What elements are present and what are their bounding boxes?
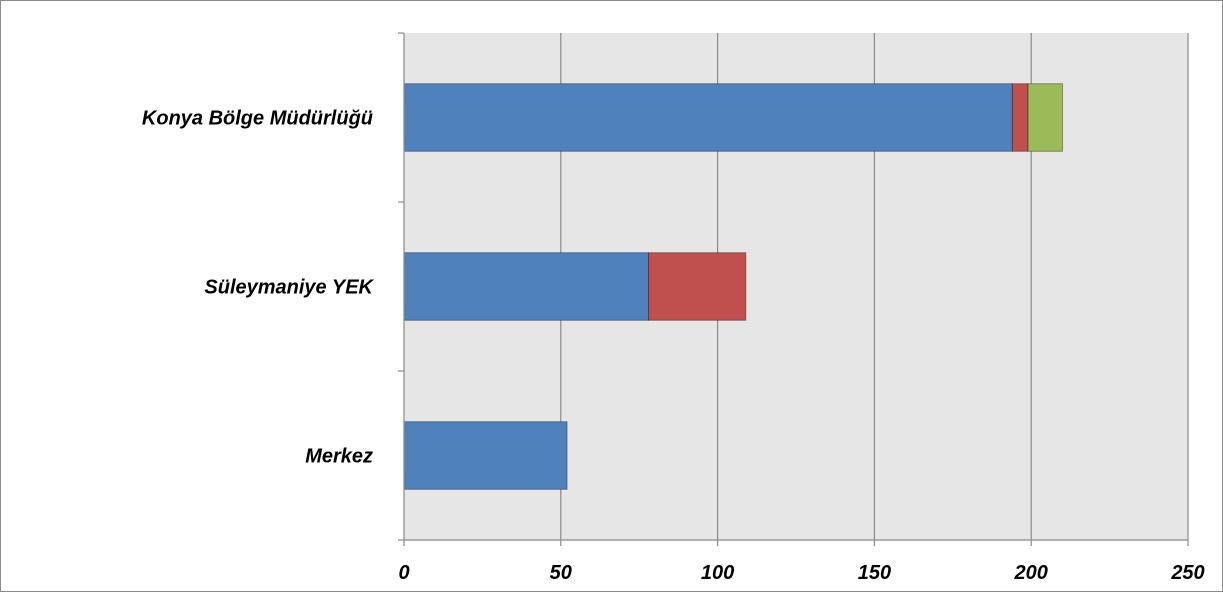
category-label: Süleymaniye YEK	[204, 277, 374, 299]
bar-segment-2	[648, 252, 747, 321]
x-tick-label: 100	[701, 562, 734, 584]
labels: 0 50 100 150 200 250 Konya Bölge Müdürlüğü Süle…	[142, 108, 1205, 585]
axes	[398, 32, 1189, 546]
x-tick-label: 0	[398, 562, 409, 584]
bar-segment-1	[403, 252, 650, 321]
x-tick-label: 50	[550, 562, 572, 584]
bar-segment-1	[403, 421, 568, 490]
category-label: Konya Bölge Müdürlüğü	[142, 108, 373, 130]
category-label: Merkez	[305, 446, 373, 468]
bar-segment-1	[403, 83, 1013, 152]
x-tick-label: 250	[1170, 562, 1204, 584]
bar-segment-3	[1027, 83, 1064, 152]
x-tick-label: 200	[1014, 562, 1048, 584]
bar-segment-2	[1011, 83, 1029, 152]
x-tick-label: 150	[858, 562, 891, 584]
